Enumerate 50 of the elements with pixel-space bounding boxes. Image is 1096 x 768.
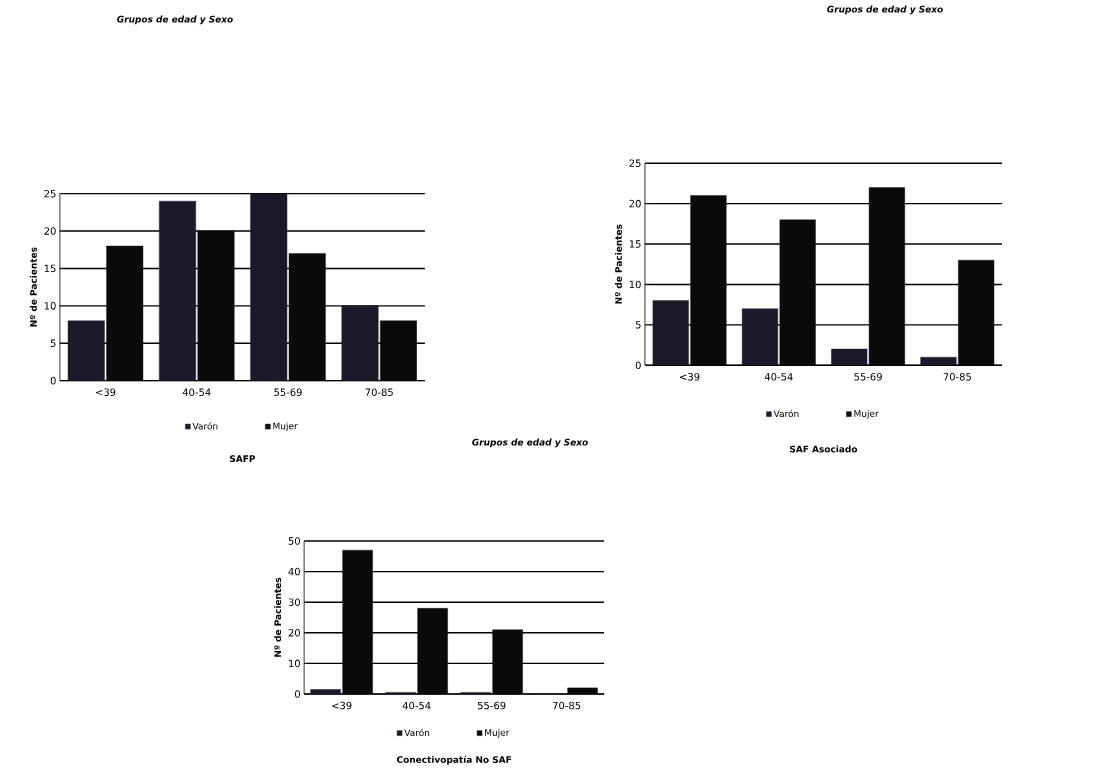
y-tick-label: 0 xyxy=(294,690,300,698)
bar xyxy=(920,356,957,366)
x-tick-label: 40-54 xyxy=(182,388,211,396)
legend-label: Varón xyxy=(192,422,218,430)
y-tick-label: 0 xyxy=(635,361,641,370)
y-tick-label: 0 xyxy=(50,376,56,385)
y-tick-label: 5 xyxy=(635,321,641,329)
y-tick-label: 25 xyxy=(44,189,56,198)
y-tick-label: 25 xyxy=(629,159,641,168)
y-tick-label: 40 xyxy=(288,567,300,576)
bar xyxy=(741,308,779,366)
chart-title: Grupos de edad y Sexo xyxy=(117,15,233,25)
y-tick-label: 20 xyxy=(288,629,300,637)
y-tick-label: 20 xyxy=(44,227,56,235)
y-axis-title: Nº de Pacientes xyxy=(614,224,622,304)
y-axis-title: Nº de Pacientes xyxy=(29,247,37,327)
y-tick-label: 50 xyxy=(288,537,300,545)
y-tick-label: 10 xyxy=(44,302,56,310)
x-tick-label: <39 xyxy=(680,373,700,381)
y-tick-label: 15 xyxy=(44,264,56,273)
y-tick-label: 15 xyxy=(629,240,641,248)
legend-label: Varón xyxy=(404,728,430,737)
chart-title: Grupos de edad y Sexo xyxy=(827,5,943,15)
bar xyxy=(652,300,689,366)
legend-label: Varón xyxy=(773,409,799,418)
y-tick-label: 10 xyxy=(289,659,300,668)
x-tick-label: 40-54 xyxy=(402,701,431,710)
x-tick-label: 70-85 xyxy=(552,701,581,710)
x-tick-label: 70-85 xyxy=(943,373,971,381)
y-tick-label: 5 xyxy=(50,339,56,347)
y-axis-title: Nº de Pacientes xyxy=(274,577,282,657)
y-tick-label: 10 xyxy=(629,280,641,289)
y-tick-label: 30 xyxy=(288,598,300,606)
legend-label: Mujer xyxy=(273,422,298,432)
x-tick-label: 70-85 xyxy=(365,388,393,396)
x-axis-title: Conectivopatía No SAF xyxy=(396,755,511,765)
x-tick-label: 55-69 xyxy=(274,388,302,396)
x-axis-title: SAFP xyxy=(229,455,256,463)
bar xyxy=(310,689,341,694)
x-tick-label: 55-69 xyxy=(477,701,506,710)
x-tick-label: <39 xyxy=(332,701,352,710)
legend-label: Mujer xyxy=(854,410,879,419)
x-axis-title: SAF Asociado xyxy=(790,445,858,453)
x-tick-label: 40-54 xyxy=(764,373,793,381)
x-tick-label: <39 xyxy=(96,388,116,396)
legend-label: Mujer xyxy=(485,728,510,738)
bar xyxy=(831,348,868,366)
chart-title: Grupos de edad y Sexo xyxy=(472,438,588,448)
x-tick-label: 55-69 xyxy=(854,373,882,381)
y-tick-label: 20 xyxy=(629,199,641,208)
